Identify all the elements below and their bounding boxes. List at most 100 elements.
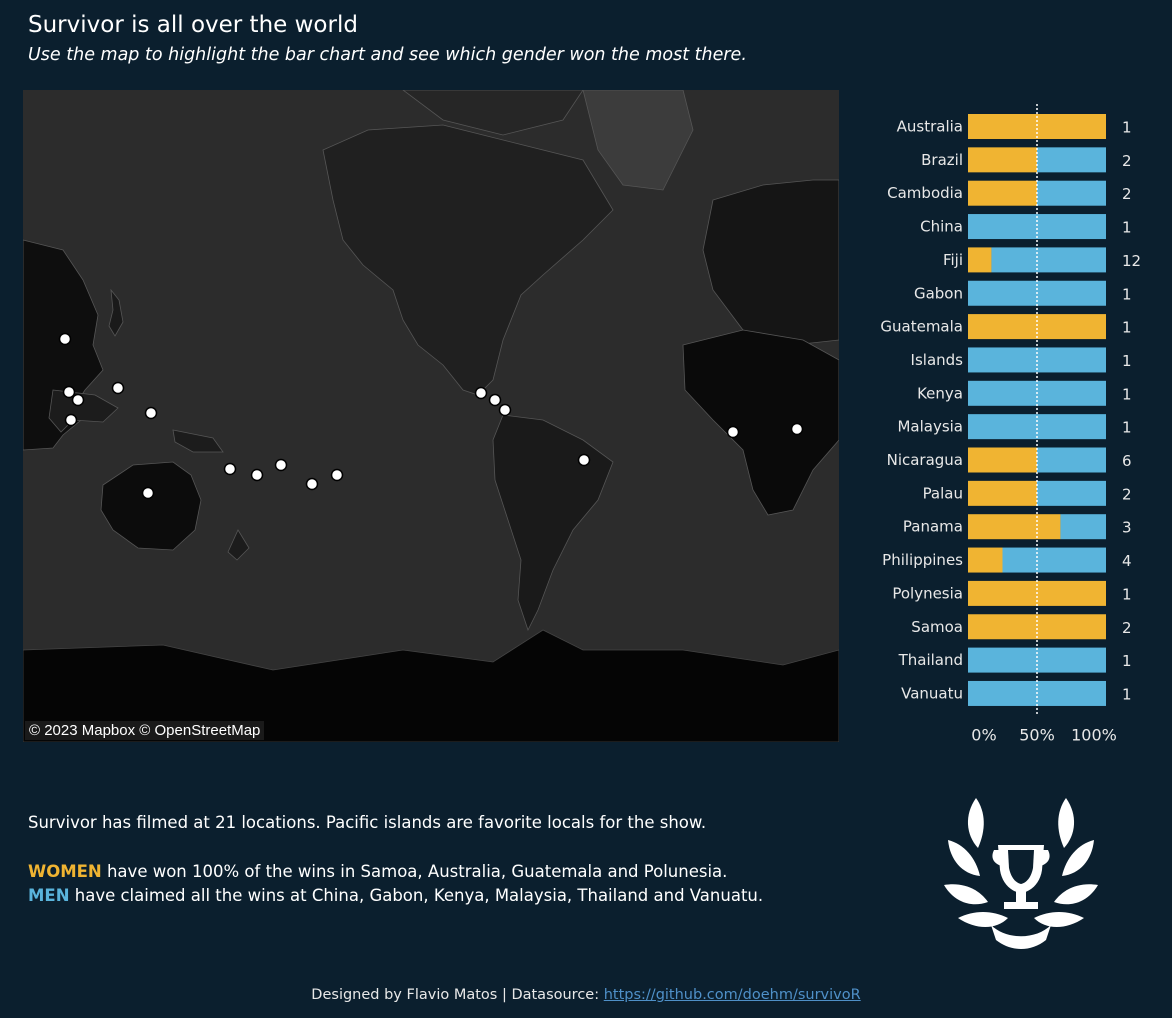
location-point[interactable] <box>144 406 158 420</box>
x-tick-label: 0% <box>971 725 996 744</box>
bar-women[interactable] <box>968 314 1106 340</box>
total-label: 1 <box>1122 652 1132 670</box>
total-label: 1 <box>1122 319 1132 337</box>
x-tick-label: 50% <box>1019 725 1055 744</box>
map-attribution[interactable]: © 2023 Mapbox © OpenStreetMap <box>25 721 265 740</box>
total-label: 1 <box>1122 119 1132 137</box>
total-label: 3 <box>1122 519 1132 537</box>
location-point[interactable] <box>58 332 72 346</box>
bar-women[interactable] <box>968 114 1106 139</box>
category-label: Fiji <box>943 251 963 269</box>
women-label: WOMEN <box>28 862 102 881</box>
total-label: 1 <box>1122 385 1132 403</box>
info-women-line: WOMEN have won 100% of the wins in Samoa… <box>28 862 727 881</box>
bar-men[interactable] <box>1037 147 1106 173</box>
bar-men[interactable] <box>1060 514 1106 540</box>
bar-men[interactable] <box>1037 180 1106 206</box>
location-point[interactable] <box>274 458 288 472</box>
total-label: 6 <box>1122 452 1132 470</box>
bar-women[interactable] <box>968 514 1061 540</box>
landmass-greenland <box>582 90 694 191</box>
location-point[interactable] <box>790 422 804 436</box>
landmass-south-america <box>492 414 614 632</box>
bar-women[interactable] <box>968 147 1037 173</box>
category-label: Gabon <box>914 284 963 302</box>
total-label: 2 <box>1122 485 1132 503</box>
total-label: 1 <box>1122 219 1132 237</box>
bar-women[interactable] <box>968 247 992 273</box>
bar-women[interactable] <box>968 547 1003 573</box>
category-label: Panama <box>903 518 963 536</box>
bar-men[interactable] <box>991 247 1106 273</box>
location-point[interactable] <box>577 453 591 467</box>
location-point[interactable] <box>498 403 512 417</box>
footer: Designed by Flavio Matos | Datasource: h… <box>0 987 1172 1003</box>
women-text: have won 100% of the wins in Samoa, Aust… <box>101 862 728 881</box>
bar-men[interactable] <box>1037 480 1106 506</box>
landmass-new-zealand <box>227 529 250 561</box>
location-point[interactable] <box>488 393 502 407</box>
page-title: Survivor is all over the world <box>28 12 358 38</box>
category-label: Nicaragua <box>887 451 963 469</box>
datasource-link[interactable]: https://github.com/doehm/survivoR <box>603 987 861 1003</box>
location-point[interactable] <box>141 486 155 500</box>
landmass-europe <box>702 179 839 346</box>
bar-women[interactable] <box>968 447 1037 473</box>
landmass-japan <box>108 288 124 337</box>
info-summary: Survivor has filmed at 21 locations. Pac… <box>28 813 707 832</box>
bar-men[interactable] <box>1037 447 1106 473</box>
page-subtitle: Use the map to highlight the bar chart a… <box>28 45 747 65</box>
total-label: 1 <box>1122 585 1132 603</box>
location-point[interactable] <box>64 413 78 427</box>
footer-credit: Designed by Flavio Matos | Datasource: <box>311 987 604 1003</box>
landmass-canada-islands <box>402 90 584 136</box>
category-label: Vanuatu <box>901 684 963 702</box>
bar-women[interactable] <box>968 614 1106 640</box>
category-label: Malaysia <box>897 418 963 436</box>
bar-women[interactable] <box>968 480 1037 506</box>
men-text: have claimed all the wins at China, Gabo… <box>69 886 764 905</box>
total-label: 12 <box>1122 252 1141 270</box>
trophy-laurel-icon <box>944 798 1098 949</box>
category-label: Palau <box>923 484 963 502</box>
location-points <box>58 332 804 500</box>
location-point[interactable] <box>474 386 488 400</box>
bar-men[interactable] <box>1002 547 1107 573</box>
location-point[interactable] <box>305 477 319 491</box>
bar-women[interactable] <box>968 180 1037 206</box>
location-point[interactable] <box>726 425 740 439</box>
total-label: 1 <box>1122 685 1132 703</box>
bar-men[interactable] <box>968 414 1106 440</box>
men-label: MEN <box>28 886 70 905</box>
category-label: Brazil <box>921 151 963 169</box>
landmass-asia <box>23 239 104 451</box>
total-label: 2 <box>1122 152 1132 170</box>
total-label: 2 <box>1122 185 1132 203</box>
category-label: Australia <box>897 118 963 136</box>
category-label: Kenya <box>917 384 963 402</box>
location-point[interactable] <box>111 381 125 395</box>
category-label: Samoa <box>911 618 963 636</box>
map-canvas <box>23 90 839 742</box>
total-label: 4 <box>1122 552 1132 570</box>
location-point[interactable] <box>330 468 344 482</box>
location-point[interactable] <box>223 462 237 476</box>
x-tick-label: 100% <box>1071 725 1117 744</box>
total-label: 1 <box>1122 419 1132 437</box>
location-point[interactable] <box>62 385 76 399</box>
world-map[interactable]: © 2023 Mapbox © OpenStreetMap <box>23 90 839 742</box>
location-point[interactable] <box>71 393 85 407</box>
location-point[interactable] <box>250 468 264 482</box>
category-label: Thailand <box>898 651 963 669</box>
total-label: 1 <box>1122 285 1132 303</box>
category-label: Polynesia <box>892 584 963 602</box>
landmass-antarctica <box>23 629 839 742</box>
bar-men[interactable] <box>968 214 1106 240</box>
total-label: 1 <box>1122 352 1132 370</box>
landmass-new-guinea <box>172 429 224 453</box>
category-label: Philippines <box>882 551 963 569</box>
category-label: China <box>920 218 963 236</box>
info-men-line: MEN have claimed all the wins at China, … <box>28 886 763 905</box>
landmass-australia <box>100 461 202 551</box>
